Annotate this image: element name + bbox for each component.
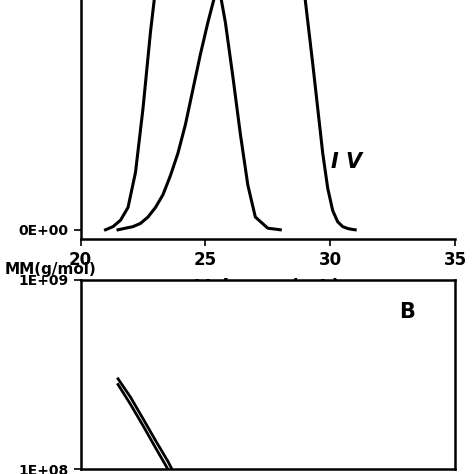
- X-axis label: Volume  (mL): Volume (mL): [195, 277, 340, 297]
- Text: MM(g/mol): MM(g/mol): [5, 262, 97, 277]
- Text: B: B: [399, 301, 415, 321]
- Text: I V: I V: [331, 152, 363, 172]
